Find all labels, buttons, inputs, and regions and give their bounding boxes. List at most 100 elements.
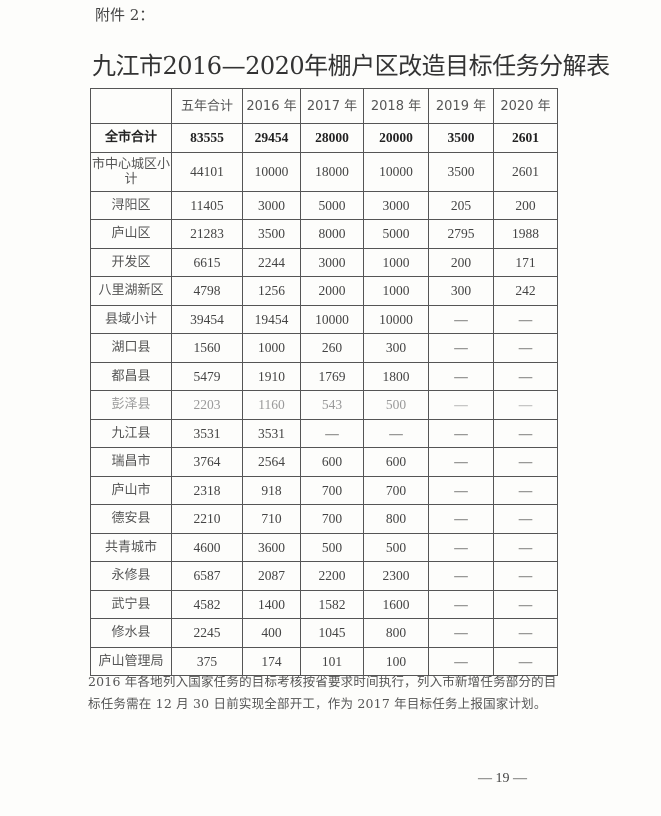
table-cell: 500 [363, 390, 429, 420]
table-cell: 2245 [171, 618, 243, 648]
table-cell: 1769 [300, 361, 364, 391]
table-row: 湖口县 1560 1000 260 300— — [90, 333, 558, 363]
table-cell: 1600 [363, 589, 429, 619]
table-cell: — [428, 561, 494, 591]
table-row: 庐山区 21283 3500 8000 5000 2795 1988 [90, 219, 558, 249]
table-cell: 1400 [242, 589, 301, 619]
table-cell: — [493, 447, 558, 477]
table-cell: 600 [363, 447, 429, 477]
table-cell: — [493, 532, 558, 562]
table-cell: — [300, 418, 364, 448]
column-header: 2018 年 [363, 88, 429, 124]
table-cell: 101 [300, 646, 364, 676]
table-cell: 1582 [300, 589, 364, 619]
table-row: 八里湖新区 4798 1256 2000 1000 300 242 [90, 276, 558, 306]
table-cell: 1160 [242, 390, 301, 420]
table-cell: 1988 [493, 219, 558, 249]
row-label: 八里湖新区 [90, 276, 172, 306]
row-label: 市中心城区小计 [90, 151, 172, 192]
table-cell: — [493, 646, 558, 676]
table-cell: 500 [363, 532, 429, 562]
table-cell: 29454 [242, 123, 301, 153]
table-row: 县域小计 39454 19454 10000 10000— — [90, 304, 558, 334]
table-cell: — [363, 418, 429, 448]
table-cell: — [428, 504, 494, 534]
table-cell: 10000 [300, 304, 364, 334]
table-cell: — [493, 333, 558, 363]
table-cell: 1256 [242, 276, 301, 306]
table-row: 都昌县 5479 1910 1769 1800— — [90, 361, 558, 391]
table-cell: 500 [300, 532, 364, 562]
table-cell: 1910 [242, 361, 301, 391]
table-cell: — [428, 589, 494, 619]
table-row: 永修县 6587 2087 2200 2300— — [90, 561, 558, 591]
table-cell: 600 [300, 447, 364, 477]
table-cell: 44101 [171, 151, 243, 192]
table-cell: — [493, 418, 558, 448]
table-cell: 1045 [300, 618, 364, 648]
table-cell: 205 [428, 190, 494, 220]
footnote: 2016 年各地列入国家任务的目标考核按省要求时间执行，列入市新增任务部分的目标… [88, 674, 557, 711]
row-label: 彭泽县 [90, 390, 172, 420]
column-header: 2016 年 [242, 88, 301, 124]
table-row: 瑞昌市 3764 2564 600 600— — [90, 447, 558, 477]
table-cell: 3600 [242, 532, 301, 562]
document-title: 九江市2016—2020年棚户区改造目标任务分解表 [92, 52, 610, 80]
row-label: 德安县 [90, 504, 172, 534]
header-corner-cell [90, 88, 172, 124]
table-cell: 28000 [300, 123, 364, 153]
table-cell: 2210 [171, 504, 243, 534]
table-cell: — [428, 475, 494, 505]
row-label: 庐山管理局 [90, 646, 172, 676]
table-cell: 10000 [363, 151, 429, 192]
column-header: 五年合计 [171, 88, 243, 124]
table-cell: 3531 [171, 418, 243, 448]
table-cell: 3500 [428, 123, 494, 153]
table-cell: — [493, 618, 558, 648]
row-label: 全市合计 [90, 123, 172, 153]
table-cell: 4600 [171, 532, 243, 562]
table-row: 彭泽县 2203 1160 543 500— — [90, 390, 558, 420]
table-cell: — [428, 390, 494, 420]
table-row: 庐山市 2318 918 700 700— — [90, 475, 558, 505]
table-cell: 4582 [171, 589, 243, 619]
table-row: 九江县 3531 3531— — — — [90, 418, 558, 448]
table-cell: 700 [363, 475, 429, 505]
table-cell: 300 [428, 276, 494, 306]
table-cell: 800 [363, 618, 429, 648]
table-cell: 83555 [171, 123, 243, 153]
table-cell: — [428, 447, 494, 477]
table-cell: 2318 [171, 475, 243, 505]
table-cell: 18000 [300, 151, 364, 192]
row-label: 开发区 [90, 247, 172, 277]
table-cell: 2601 [493, 123, 558, 153]
row-label: 瑞昌市 [90, 447, 172, 477]
table-cell: 710 [242, 504, 301, 534]
table-cell: — [493, 390, 558, 420]
table-cell: 3000 [363, 190, 429, 220]
table-row: 浔阳区 11405 3000 5000 3000 205 200 [90, 190, 558, 220]
table-row: 武宁县 4582 1400 1582 1600— — [90, 589, 558, 619]
table-cell: 2087 [242, 561, 301, 591]
table-cell: — [493, 504, 558, 534]
table-cell: — [428, 361, 494, 391]
table-row: 市中心城区小计 44101 10000 18000 10000 3500 2601 [90, 151, 558, 192]
table-cell: 3000 [242, 190, 301, 220]
attachment-label: 附件 2： [95, 6, 155, 24]
table-cell: — [428, 418, 494, 448]
row-label: 九江县 [90, 418, 172, 448]
table-cell: 19454 [242, 304, 301, 334]
table-cell: — [493, 475, 558, 505]
table-row: 德安县 2210 710 700 800— — [90, 504, 558, 534]
table-cell: 260 [300, 333, 364, 363]
table-cell: 543 [300, 390, 364, 420]
row-label: 浔阳区 [90, 190, 172, 220]
table-cell: 242 [493, 276, 558, 306]
table-cell: 2300 [363, 561, 429, 591]
table-cell: 700 [300, 504, 364, 534]
row-label: 湖口县 [90, 333, 172, 363]
table-cell: 300 [363, 333, 429, 363]
table-cell: 6587 [171, 561, 243, 591]
table-cell: 10000 [363, 304, 429, 334]
table-cell: 3531 [242, 418, 301, 448]
